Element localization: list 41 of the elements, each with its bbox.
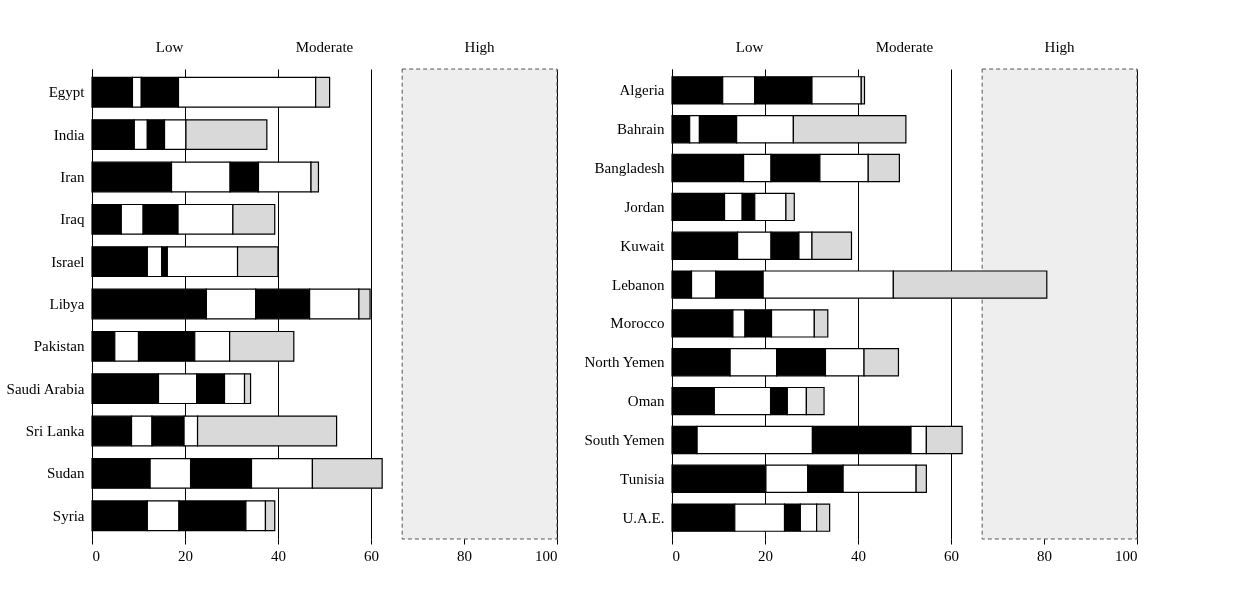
y-tick-label: South Yemen <box>584 431 665 448</box>
y-tick-label: Kuwait <box>620 237 666 254</box>
text: Low <box>735 39 764 55</box>
band-label: High <box>1044 39 1076 55</box>
x-tick-label: 80 <box>457 547 472 564</box>
x-tick-label: 60 <box>944 547 959 564</box>
y-tick-label: Iran <box>60 168 85 185</box>
y-tick-label: Libya <box>49 296 85 312</box>
y-tick-label: Sri Lanka <box>25 423 85 440</box>
y-tick-label: Lebanon <box>612 276 665 293</box>
x-tick-label: 100 <box>1115 547 1138 564</box>
text: Moderate <box>295 39 354 55</box>
x-tick-label: 60 <box>364 547 379 564</box>
y-tick-label: Egypt <box>48 84 86 101</box>
y-tick-label: Bahrain <box>617 121 665 138</box>
x-tick-label: 80 <box>1037 547 1052 564</box>
y-tick-label: India <box>53 126 85 143</box>
x-tick-label: 40 <box>851 547 866 564</box>
y-tick-label: Syria <box>52 507 85 524</box>
text: Low <box>155 39 184 55</box>
y-tick-label: Oman <box>627 393 665 410</box>
x-tick-label: 20 <box>178 547 193 564</box>
y-tick-label: Tunisia <box>620 470 665 487</box>
y-tick-label: Bangladesh <box>594 160 665 177</box>
y-tick-label: U.A.E. <box>622 509 665 526</box>
y-tick-label: Pakistan <box>33 338 85 355</box>
x-tick-label: 0 <box>672 547 680 564</box>
y-tick-label: Jordan <box>624 198 665 215</box>
y-tick-label: North Yemen <box>584 354 665 371</box>
x-tick-label: 100 <box>535 547 558 564</box>
text: Moderate <box>875 39 934 55</box>
y-tick-label: Saudi Arabia <box>6 380 85 397</box>
x-tick-label: 40 <box>271 547 286 564</box>
band-label: High <box>464 39 496 55</box>
y-tick-label: Algeria <box>619 82 665 99</box>
x-tick-label: 0 <box>92 547 100 564</box>
y-tick-label: Sudan <box>47 465 85 482</box>
y-tick-label: Iraq <box>60 211 85 228</box>
y-tick-label: Israel <box>51 253 85 270</box>
y-tick-label: Morocco <box>610 315 665 332</box>
x-tick-label: 20 <box>758 547 773 564</box>
